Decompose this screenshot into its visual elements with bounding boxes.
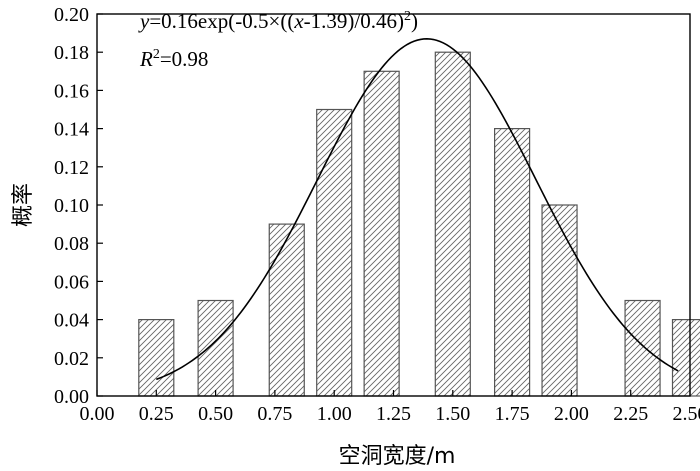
x-tick-label-5: 1.25 xyxy=(376,403,411,425)
bars-layer xyxy=(138,51,700,397)
bar-4 xyxy=(363,70,400,397)
y-tick-label-5: 0.10 xyxy=(54,195,89,217)
x-tick-label-6: 1.50 xyxy=(435,403,470,425)
y-tick-label-3: 0.06 xyxy=(54,271,89,293)
bar-1 xyxy=(197,299,234,397)
y-tick-label-8: 0.16 xyxy=(54,80,89,102)
x-tick-label-3: 0.75 xyxy=(257,403,292,425)
bar-0 xyxy=(138,319,175,397)
fit-curve-layer xyxy=(156,38,679,381)
x-tick-label-7: 1.75 xyxy=(495,403,530,425)
fit-curve xyxy=(156,38,679,381)
x-axis-label: 空洞宽度/m xyxy=(339,444,456,469)
bar-7 xyxy=(541,204,578,397)
y-tick-label-4: 0.08 xyxy=(54,233,89,255)
y-tick-label-6: 0.12 xyxy=(54,157,89,179)
axes-layer: 0.00 0.25 0.50 0.75 1.00 1.25 1.50 1.75 2.00 2.25… xyxy=(54,4,700,425)
x-tick-label-2: 0.50 xyxy=(198,403,233,425)
bar-5 xyxy=(434,51,471,397)
bar-9 xyxy=(671,319,700,397)
y-tick-label-2: 0.04 xyxy=(54,310,89,332)
y-tick-label-7: 0.14 xyxy=(54,119,89,141)
y-tick-label-10: 0.20 xyxy=(54,4,89,26)
x-tick-label-10: 2.50 xyxy=(673,403,700,425)
x-tick-label-9: 2.25 xyxy=(613,403,648,425)
y-axis-label: 概率 xyxy=(11,183,36,227)
bar-2 xyxy=(268,223,305,397)
annotation-layer: y=0.16exp(-0.5×((x-1.39)/0.46)2) R2=0.98 xyxy=(138,9,418,71)
y-tick-label-1: 0.02 xyxy=(54,348,89,370)
x-tick-label-1: 0.25 xyxy=(139,403,174,425)
bar-6 xyxy=(494,128,531,397)
y-tick-label-9: 0.18 xyxy=(54,42,89,64)
fit-equation: y=0.16exp(-0.5×((x-1.39)/0.46)2) xyxy=(138,9,418,33)
bar-8 xyxy=(624,299,661,397)
bar-3 xyxy=(316,108,353,397)
x-tick-label-0: 0.00 xyxy=(80,403,115,425)
x-tick-label-4: 1.00 xyxy=(317,403,352,425)
x-tick-label-8: 2.00 xyxy=(554,403,589,425)
y-tick-label-0: 0.00 xyxy=(54,386,89,408)
r-squared: R2=0.98 xyxy=(139,47,208,71)
